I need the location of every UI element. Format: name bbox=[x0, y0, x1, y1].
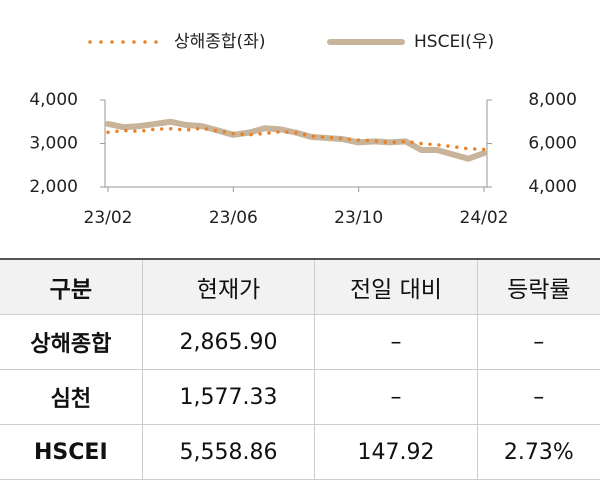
cell: – bbox=[476, 314, 600, 370]
y-tick-label: 3,000 bbox=[29, 134, 78, 154]
x-tick-label: 23/02 bbox=[84, 208, 133, 228]
chart: 2,000 3,000 4,000 4,000 6,000 8,000 23/02 23/06… bbox=[29, 32, 577, 228]
x-tick-label: 23/06 bbox=[209, 208, 258, 228]
y2-tick-label: 4,000 bbox=[528, 177, 577, 197]
cell: HSCEI bbox=[0, 424, 143, 480]
cell: – bbox=[314, 314, 478, 370]
cell: 2,865.90 bbox=[141, 314, 315, 370]
y2-tick-label: 8,000 bbox=[528, 90, 577, 110]
row: HSCEI 5,558.86 147.92 2.73% bbox=[0, 424, 600, 480]
quote-table: 구분 현재가 전일 대비 등락률 상해종합 2,865.90 – – 심천 1,… bbox=[0, 258, 600, 480]
y-tick-label: 4,000 bbox=[29, 90, 78, 110]
series-line bbox=[105, 118, 487, 162]
cell: 5,558.86 bbox=[141, 424, 315, 480]
header-cell: 등락률 bbox=[476, 258, 600, 315]
legend-label: HSCEI(우) bbox=[414, 32, 494, 52]
cell: 심천 bbox=[0, 369, 143, 425]
x-tick-label: 24/02 bbox=[460, 208, 509, 228]
cell: 2.73% bbox=[476, 424, 600, 480]
cell: 147.92 bbox=[314, 424, 478, 480]
header-row: 구분 현재가 전일 대비 등락률 bbox=[0, 258, 600, 315]
x-tick-label: 23/10 bbox=[334, 208, 383, 228]
y2-tick-label: 6,000 bbox=[528, 134, 577, 154]
header-cell: 구분 bbox=[0, 258, 143, 315]
row: 심천 1,577.33 – – bbox=[0, 369, 600, 425]
cell: – bbox=[314, 369, 478, 425]
cell: – bbox=[476, 369, 600, 425]
cell: 1,577.33 bbox=[141, 369, 315, 425]
y-tick-label: 2,000 bbox=[29, 177, 78, 197]
header-cell: 현재가 bbox=[141, 258, 315, 315]
cell: 상해종합 bbox=[0, 314, 143, 370]
row: 상해종합 2,865.90 – – bbox=[0, 314, 600, 370]
header-cell: 전일 대비 bbox=[314, 258, 478, 315]
series-line bbox=[106, 126, 486, 152]
legend-label: 상해종합(좌) bbox=[174, 32, 265, 52]
